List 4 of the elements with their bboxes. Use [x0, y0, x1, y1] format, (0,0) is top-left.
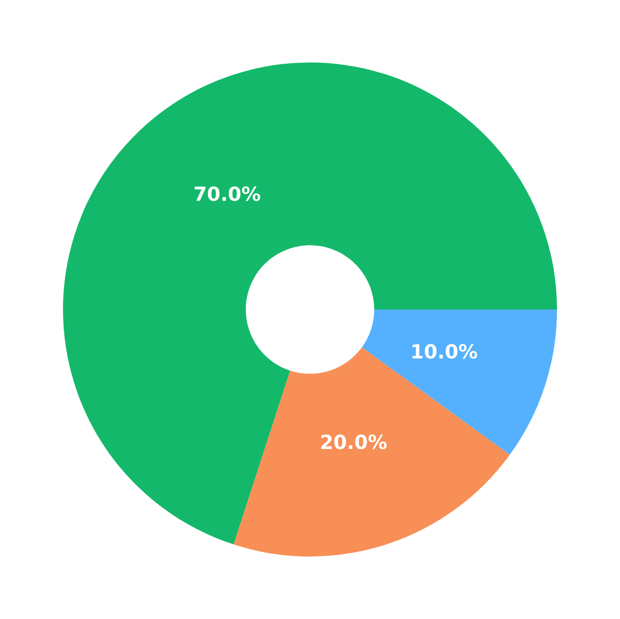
data-label: 10.0% [412, 344, 478, 359]
data-label: 70.0% [194, 186, 260, 202]
data-label: 20.0% [321, 434, 387, 450]
donut-slice [63, 62, 557, 544]
